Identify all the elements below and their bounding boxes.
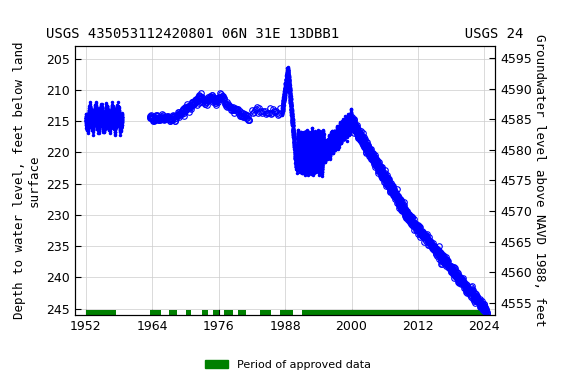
Bar bbox=[279, 310, 293, 316]
Bar bbox=[202, 310, 208, 316]
Bar bbox=[224, 310, 233, 316]
Bar bbox=[185, 310, 191, 316]
Bar bbox=[302, 310, 488, 316]
Bar bbox=[260, 310, 271, 316]
Title: USGS 435053112420801 06N 31E 13DBB1               USGS 24: USGS 435053112420801 06N 31E 13DBB1 USGS… bbox=[47, 27, 524, 41]
Legend: Period of approved data: Period of approved data bbox=[201, 356, 375, 375]
Bar bbox=[86, 310, 116, 316]
Bar bbox=[213, 310, 219, 316]
Bar bbox=[150, 310, 161, 316]
Bar bbox=[169, 310, 177, 316]
Y-axis label: Depth to water level, feet below land
surface: Depth to water level, feet below land su… bbox=[13, 42, 40, 319]
Y-axis label: Groundwater level above NAVD 1988, feet: Groundwater level above NAVD 1988, feet bbox=[533, 34, 546, 327]
Bar bbox=[238, 310, 247, 316]
